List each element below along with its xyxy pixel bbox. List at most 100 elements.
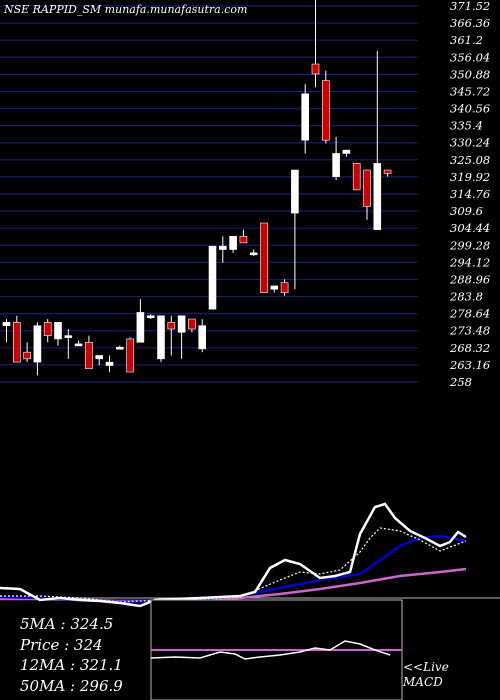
y-tick-label: 283.8 bbox=[449, 290, 483, 304]
candle-body bbox=[13, 322, 21, 363]
candle bbox=[198, 319, 206, 353]
y-tick-label: 330.24 bbox=[450, 136, 490, 150]
candlesticks bbox=[2, 0, 392, 376]
y-tick-label: 319.92 bbox=[450, 170, 490, 184]
candle bbox=[332, 136, 340, 180]
y-tick-label: 314.76 bbox=[450, 187, 490, 201]
candle bbox=[146, 314, 155, 320]
candle bbox=[239, 229, 248, 244]
y-tick-label: 268.32 bbox=[449, 341, 490, 355]
candle-body bbox=[43, 322, 52, 336]
candle bbox=[95, 355, 103, 366]
y-tick-label: 335.4 bbox=[450, 119, 483, 133]
candle bbox=[249, 249, 258, 257]
candle-body bbox=[219, 245, 227, 250]
candle-body bbox=[332, 153, 340, 177]
stat-12ma: 12MA : 321.1 bbox=[20, 656, 123, 674]
candle bbox=[157, 315, 165, 363]
candle-body bbox=[136, 312, 145, 343]
ma-short-dotted-line bbox=[0, 527, 467, 603]
candle-body bbox=[229, 235, 237, 250]
candle-body bbox=[352, 163, 361, 191]
macd-panel bbox=[150, 599, 403, 700]
candle bbox=[270, 285, 279, 293]
candle bbox=[352, 163, 361, 191]
candle bbox=[373, 50, 382, 230]
candle-body bbox=[157, 315, 165, 360]
candle-body bbox=[373, 163, 382, 230]
macd-line bbox=[150, 640, 391, 660]
candle-body bbox=[383, 169, 392, 174]
candle-body bbox=[23, 351, 31, 360]
candle bbox=[208, 245, 217, 310]
candle-body bbox=[363, 169, 371, 207]
candle bbox=[23, 342, 31, 363]
candle bbox=[2, 319, 11, 343]
candle bbox=[291, 169, 299, 290]
y-tick-label: 258 bbox=[449, 375, 472, 389]
candle bbox=[74, 340, 83, 347]
candle-body bbox=[85, 341, 93, 370]
y-tick-label: 278.64 bbox=[449, 307, 490, 321]
candle-body bbox=[208, 245, 217, 310]
candle bbox=[229, 235, 237, 253]
candle bbox=[64, 329, 73, 359]
candle-body bbox=[291, 169, 299, 214]
candle-body bbox=[105, 361, 114, 366]
macd-label: <<Live MACD bbox=[403, 660, 449, 690]
candle-body bbox=[301, 93, 310, 141]
y-tick-label: 299.28 bbox=[449, 238, 490, 252]
candle-body bbox=[177, 315, 186, 333]
candle-body bbox=[2, 322, 11, 326]
y-tick-label: 294.12 bbox=[449, 255, 490, 269]
candle bbox=[188, 318, 196, 333]
candle-body bbox=[74, 343, 83, 347]
candle bbox=[260, 222, 268, 293]
y-tick-label: 345.72 bbox=[450, 84, 490, 98]
candle bbox=[85, 335, 93, 370]
stat-price: Price : 324 bbox=[20, 635, 103, 654]
candle bbox=[280, 279, 289, 296]
candle bbox=[13, 315, 21, 363]
y-tick-label: 263.16 bbox=[449, 358, 490, 372]
y-tick-label: 366.36 bbox=[450, 16, 490, 30]
macd-title: MACD bbox=[403, 675, 443, 689]
candle bbox=[105, 355, 114, 373]
candle-body bbox=[321, 80, 330, 141]
y-tick-label: 350.88 bbox=[450, 67, 490, 81]
candle-body bbox=[126, 338, 134, 373]
candle bbox=[321, 70, 330, 144]
candle-body bbox=[260, 222, 268, 293]
chart-title: NSE RAPPID_SM munafa.munafasutra.com bbox=[4, 3, 248, 16]
stats-legend: 5MA : 324.5 Price : 324 12MA : 321.1 50M… bbox=[20, 614, 123, 696]
candle bbox=[43, 319, 52, 343]
candle bbox=[136, 299, 145, 343]
y-tick-label: 304.44 bbox=[450, 221, 490, 235]
candle-body bbox=[270, 285, 279, 290]
candle-body bbox=[95, 355, 103, 360]
candle-body bbox=[249, 252, 258, 256]
candle bbox=[383, 169, 392, 177]
y-tick-label: 371.52 bbox=[450, 0, 490, 13]
candle bbox=[301, 83, 310, 154]
y-tick-label: 325.08 bbox=[450, 153, 490, 167]
candle-body bbox=[311, 63, 320, 75]
candle bbox=[126, 337, 134, 373]
candle bbox=[116, 345, 124, 350]
y-tick-label: 340.56 bbox=[450, 102, 490, 116]
candle-body bbox=[33, 325, 42, 363]
candle bbox=[33, 322, 42, 376]
candle bbox=[219, 236, 227, 263]
candle-body bbox=[167, 322, 176, 330]
candle-body bbox=[188, 318, 196, 330]
live-label: <<Live bbox=[403, 660, 449, 674]
candle-body bbox=[116, 346, 124, 350]
candle bbox=[167, 315, 176, 356]
candle-body bbox=[342, 149, 351, 154]
ma-short-line bbox=[0, 502, 467, 608]
candle-body bbox=[198, 325, 206, 350]
candle-body bbox=[280, 282, 289, 293]
candle-body bbox=[54, 322, 62, 340]
y-tick-label: 273.48 bbox=[449, 324, 490, 338]
ma-mid-line bbox=[0, 534, 467, 604]
